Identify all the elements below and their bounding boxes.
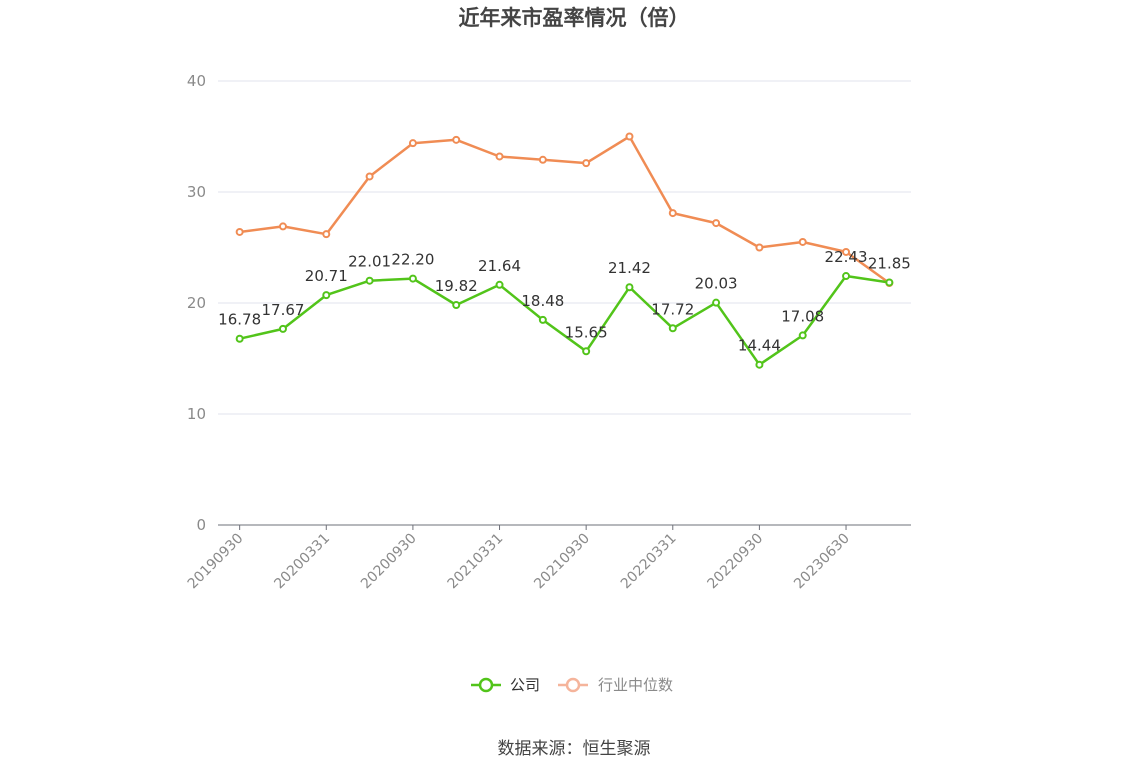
legend-label: 公司 [510, 676, 540, 694]
y-tick-label: 10 [187, 405, 206, 423]
company-data-label: 22.20 [391, 251, 434, 269]
industry-point [668, 209, 677, 218]
company-point [452, 300, 461, 309]
company-data-label: 21.85 [868, 254, 911, 272]
data-points [235, 132, 894, 369]
industry-point [235, 227, 244, 236]
company-data-label: 22.01 [348, 253, 391, 271]
industry-median-line [239, 135, 891, 285]
company-point [842, 272, 851, 281]
company-point [235, 334, 244, 343]
legend-label: 行业中位数 [598, 676, 673, 694]
legend[interactable]: 公司 行业中位数 [471, 676, 673, 694]
y-tick-label: 40 [187, 72, 206, 90]
company-data-label: 14.44 [738, 337, 781, 355]
company-data-label: 18.48 [521, 292, 564, 310]
chart-title: 近年来市盈率情况（倍） [459, 6, 690, 30]
x-tick-label: 20210930 [531, 531, 593, 593]
company-data-label: 17.67 [261, 301, 304, 319]
industry-point [495, 152, 504, 161]
industry-point [322, 230, 331, 239]
x-tick-label: 20200930 [358, 531, 420, 593]
company-data-label: 20.71 [305, 267, 348, 285]
series-lines [239, 135, 891, 366]
company-data-label: 15.65 [565, 323, 608, 341]
legend-item[interactable]: 行业中位数 [558, 676, 673, 694]
company-point [322, 291, 331, 300]
legend-marker-icon [478, 677, 494, 693]
industry-point [365, 172, 374, 181]
x-tick-label: 20190930 [185, 531, 247, 593]
company-point [755, 360, 764, 369]
company-point [885, 278, 894, 287]
x-tick-label: 20220331 [618, 531, 680, 593]
industry-point [278, 222, 287, 231]
industry-point [582, 159, 591, 168]
x-tick-label: 20230630 [791, 531, 853, 593]
x-tick-label: 20200331 [271, 531, 333, 593]
legend-marker-icon [565, 677, 581, 693]
company-point [625, 283, 634, 292]
industry-point [712, 219, 721, 228]
company-point [278, 324, 287, 333]
industry-point [408, 139, 417, 148]
company-point [712, 298, 721, 307]
industry-point [538, 155, 547, 164]
y-tick-label: 0 [196, 516, 206, 534]
x-tick-label: 20220930 [705, 531, 767, 593]
company-point [582, 347, 591, 356]
industry-point [798, 237, 807, 246]
company-data-label: 20.03 [695, 275, 738, 293]
industry-point [842, 247, 851, 256]
company-data-label: 19.82 [435, 277, 478, 295]
company-data-label: 22.43 [825, 248, 868, 266]
company-data-label: 21.64 [478, 257, 521, 275]
company-point [798, 331, 807, 340]
x-axis: 20190930 20200331 20200930 20210331 20210930… [185, 524, 911, 593]
company-point [668, 324, 677, 333]
company-point [538, 315, 547, 324]
company-data-label: 17.08 [781, 307, 824, 325]
company-data-label: 21.42 [608, 259, 651, 277]
industry-point [755, 243, 764, 252]
grid-lines [218, 80, 911, 415]
y-axis: 0 10 20 30 40 [187, 72, 206, 534]
x-tick-label: 20210331 [445, 531, 507, 593]
company-line [239, 274, 890, 366]
company-point [495, 280, 504, 289]
company-data-label: 16.78 [218, 311, 261, 329]
industry-point [452, 135, 461, 144]
company-data-label: 17.72 [651, 300, 694, 318]
company-point [365, 276, 374, 285]
industry-point [625, 132, 634, 141]
company-point [408, 274, 417, 283]
source-note: 数据来源：恒生聚源 [498, 739, 651, 759]
y-tick-label: 20 [187, 294, 206, 312]
y-tick-label: 30 [187, 183, 206, 201]
legend-item[interactable]: 公司 [471, 676, 540, 694]
